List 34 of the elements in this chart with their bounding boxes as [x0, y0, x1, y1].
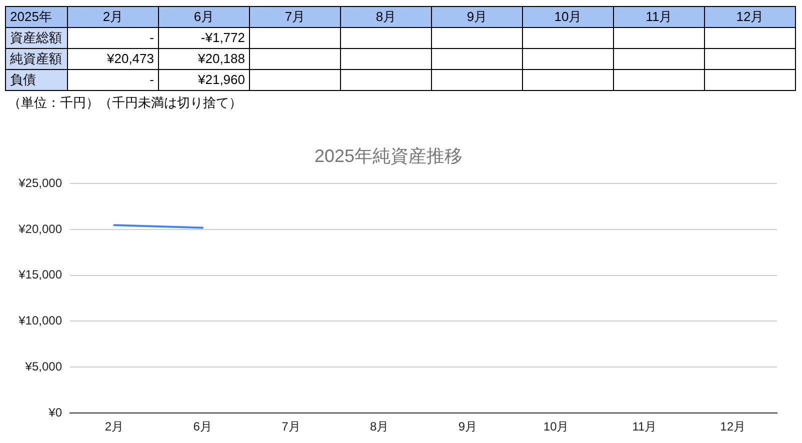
y-tick-label: ¥15,000 — [18, 268, 62, 282]
x-tick-label: 2月 — [68, 6, 158, 28]
x-tick-label: 12月 — [720, 420, 746, 434]
x-tick-label: 12月 — [704, 6, 796, 28]
y-tick-label: ¥5,000 — [24, 359, 62, 374]
text: ¥20,473 — [107, 51, 154, 66]
x-tick-label: 8月 — [370, 420, 389, 434]
y-tick-label: ¥0 — [48, 405, 62, 420]
x-tick-label: 6月 — [158, 6, 250, 28]
text: -¥1,772 — [200, 30, 245, 45]
y-tick-label: 純資産額 — [6, 48, 68, 70]
x-tick-label: 11月 — [632, 420, 657, 434]
x-tick-label: 10月 — [522, 6, 614, 28]
x-tick-label: 7月 — [282, 420, 300, 434]
y-tick-label: ¥10,000 — [18, 314, 62, 328]
y-tick-label: ¥25,000 — [18, 176, 62, 190]
text: - — [150, 30, 154, 45]
text: ¥21,960 — [198, 72, 245, 87]
text: （単位：千円）（千円未満は切り捨て） — [7, 94, 243, 112]
x-tick-label: 2月 — [104, 420, 124, 434]
x-tick-label: 6月 — [193, 420, 212, 434]
chart-title: 2025年 — [6, 6, 68, 28]
chart-title: 2025年純資産推移 — [314, 146, 463, 166]
x-tick-label: 8月 — [340, 6, 432, 28]
text: ¥20,188 — [198, 51, 245, 66]
x-tick-label: 9月 — [458, 420, 478, 434]
x-tick-label: 9月 — [432, 6, 522, 28]
y-tick-label: ¥20,000 — [18, 222, 62, 236]
x-tick-label: 7月 — [250, 6, 340, 28]
y-tick-label: 資産総額 — [6, 28, 68, 48]
x-tick-label: 10月 — [543, 420, 569, 434]
x-tick-label: 11月 — [614, 6, 704, 28]
y-tick-label: 負債 — [6, 70, 68, 90]
text: - — [150, 72, 154, 87]
